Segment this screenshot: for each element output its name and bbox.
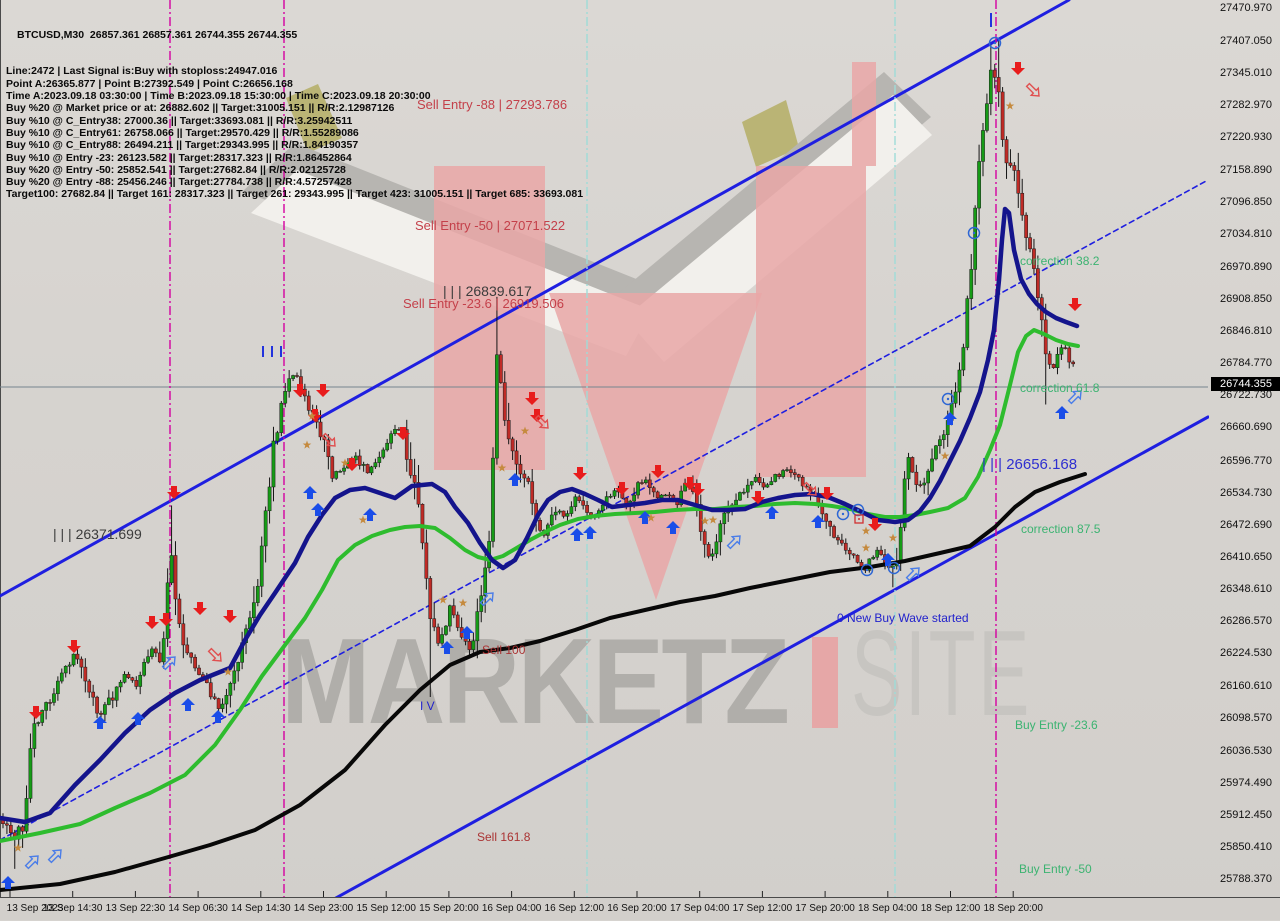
time-axis-label: 17 Sep 20:00 [795,903,855,914]
time-axis-label: 16 Sep 20:00 [607,903,667,914]
time-axis-label: 16 Sep 12:00 [544,903,605,914]
time-axis-label: 17 Sep 04:00 [669,903,730,914]
price-axis-label: 26036.530 [1220,744,1272,757]
watermark-accent-bar [812,637,838,728]
price-axis-label: 26410.650 [1220,550,1272,563]
price-axis-label: 26224.530 [1220,647,1272,660]
price-chart-canvas[interactable] [0,0,1209,897]
price-axis-label: 27096.850 [1220,195,1272,208]
price-axis-label: 25850.410 [1220,840,1272,853]
logo-olive-left [286,84,342,153]
watermark-site: SITE [851,605,1032,741]
time-axis-label: 14 Sep 23:00 [293,903,354,914]
price-axis-label: 26784.770 [1220,357,1272,370]
price-axis-label: 26098.570 [1220,712,1272,725]
price-axis-label: 27470.970 [1220,2,1272,14]
time-axis-label: 14 Sep 06:30 [168,903,228,914]
time-axis-label: 17 Sep 12:00 [732,903,793,914]
price-axis-label: 27220.930 [1220,131,1272,144]
time-axis[interactable]: 13 Sep 2023 13 Sep 14:30 13 Sep 22:30 14 Se… [0,897,1280,921]
candles [1,41,1076,869]
plot-area-border [0,0,1,897]
time-axis-label: 13 Sep 14:30 [42,903,103,914]
time-axis-label: 18 Sep 12:00 [920,903,981,914]
time-axis-label: 16 Sep 04:00 [481,903,542,914]
price-axis-label: 25974.490 [1220,776,1272,789]
price-axis-label: 27345.010 [1220,67,1272,80]
price-axis-label: 26660.690 [1220,421,1272,434]
logo-m-left-bar [434,166,545,470]
logo-m-center-triangle [549,293,762,600]
time-axis-label: 15 Sep 20:00 [419,903,479,914]
price-axis-label: 25788.370 [1220,873,1272,885]
price-axis-label: 27282.970 [1220,99,1272,112]
time-axis-label: 14 Sep 14:30 [231,903,291,914]
logo-m-right-bar [756,166,866,477]
logo-olive-right [742,100,799,167]
time-axis-label: 18 Sep 20:00 [983,903,1043,914]
price-axis-label: 27158.890 [1220,163,1272,176]
price-axis-label: 25912.450 [1220,808,1272,821]
price-axis-label: 27407.050 [1220,35,1272,48]
time-axis-label: 18 Sep 04:00 [858,903,918,914]
price-axis-label: 26846.810 [1220,325,1272,338]
price-axis-label: 26722.730 [1220,389,1272,402]
price-axis-label: 26908.850 [1220,292,1272,305]
price-axis-label: 27034.810 [1220,227,1272,240]
time-axis-label: 13 Sep 2023 [6,903,64,914]
time-axis-label: 15 Sep 12:00 [356,903,416,914]
price-axis-label: 26348.610 [1220,583,1272,595]
price-axis-label: 26970.890 [1220,260,1272,273]
price-axis-label: 26596.770 [1220,454,1272,467]
time-axis-label: 13 Sep 22:30 [105,903,166,914]
price-axis-label: 26160.610 [1220,680,1272,693]
current-price-tag: 26744.355 [1211,377,1280,392]
price-axis-label: 26286.570 [1220,615,1272,628]
price-axis-label: 26534.730 [1220,486,1272,499]
price-axis-label: 26472.690 [1220,518,1272,531]
price-axis[interactable]: 26744.355 27470.970 27407.050 27345.010 272… [1209,0,1280,897]
